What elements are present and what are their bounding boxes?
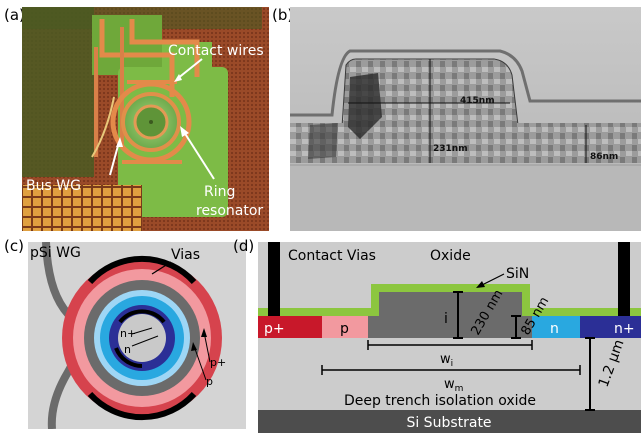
sin-layer: [258, 284, 641, 316]
ring-label-line2: resonator: [196, 203, 263, 219]
ring-label-line1: Ring: [204, 184, 235, 200]
substrate-label: Si Substrate: [406, 415, 491, 431]
panel-c-label: (c): [4, 237, 24, 255]
vias-label: Vias: [171, 247, 200, 263]
oxide-label: Oxide: [430, 248, 471, 264]
panel-b-label: (b): [272, 6, 294, 24]
n-region: [532, 316, 580, 338]
dim-wm: wm: [444, 377, 463, 394]
p-region: [322, 316, 368, 338]
device-cross-section: Si Substrate p+ p n n+ i Contact Vias Ox…: [258, 242, 641, 433]
ring-pplus-label: p+: [210, 356, 226, 369]
region-nplus-label: n+: [614, 321, 635, 337]
measure-86: 86nm: [590, 152, 618, 162]
ring-layout-panel-c: pSi WG Vias n+ n p+ p: [28, 242, 246, 429]
ring-p-label: p: [206, 375, 213, 388]
intrinsic-label: i: [444, 311, 448, 327]
contact-wires-label: Contact wires: [168, 43, 264, 59]
bus-wg-label: Bus WG: [26, 178, 81, 194]
dti-label: Deep trench isolation oxide: [344, 393, 536, 409]
cross-section-panel-d: Si Substrate p+ p n n+ i Contact Vias Ox…: [258, 242, 641, 433]
ring-doping-layout: pSi WG Vias n+ n p+ p: [28, 242, 246, 429]
contact-via-left: [268, 242, 280, 316]
psi-wg-label: pSi WG: [30, 245, 81, 261]
sin-label: SiN: [506, 266, 529, 282]
micrograph-panel-a: Contact wires Bus WG Ring resonator: [22, 7, 269, 231]
dim-wi: wi: [440, 352, 453, 369]
tem-cross-section: 415nm 231nm 86nm: [290, 7, 641, 231]
measure-415: 415nm: [460, 96, 495, 106]
nplus-region: [580, 316, 641, 338]
region-n-label: n: [550, 321, 559, 337]
contact-via-right: [618, 242, 630, 316]
panel-d-label: (d): [233, 237, 255, 255]
region-pplus-label: p+: [264, 321, 285, 337]
si-substrate: [258, 410, 641, 433]
contact-vias-label: Contact Vias: [288, 248, 376, 264]
pplus-region: [258, 316, 322, 338]
ring-n-label: n: [124, 343, 131, 356]
tem-image-panel-b: 415nm 231nm 86nm: [290, 7, 641, 231]
region-p-label: p: [340, 321, 349, 337]
intrinsic-rib: [379, 292, 522, 338]
ring-nplus-label: n+: [120, 327, 136, 340]
measure-231: 231nm: [433, 144, 468, 154]
ring-resonator-micrograph: Contact wires Bus WG Ring resonator: [22, 7, 269, 231]
panel-a-label: (a): [4, 6, 25, 24]
